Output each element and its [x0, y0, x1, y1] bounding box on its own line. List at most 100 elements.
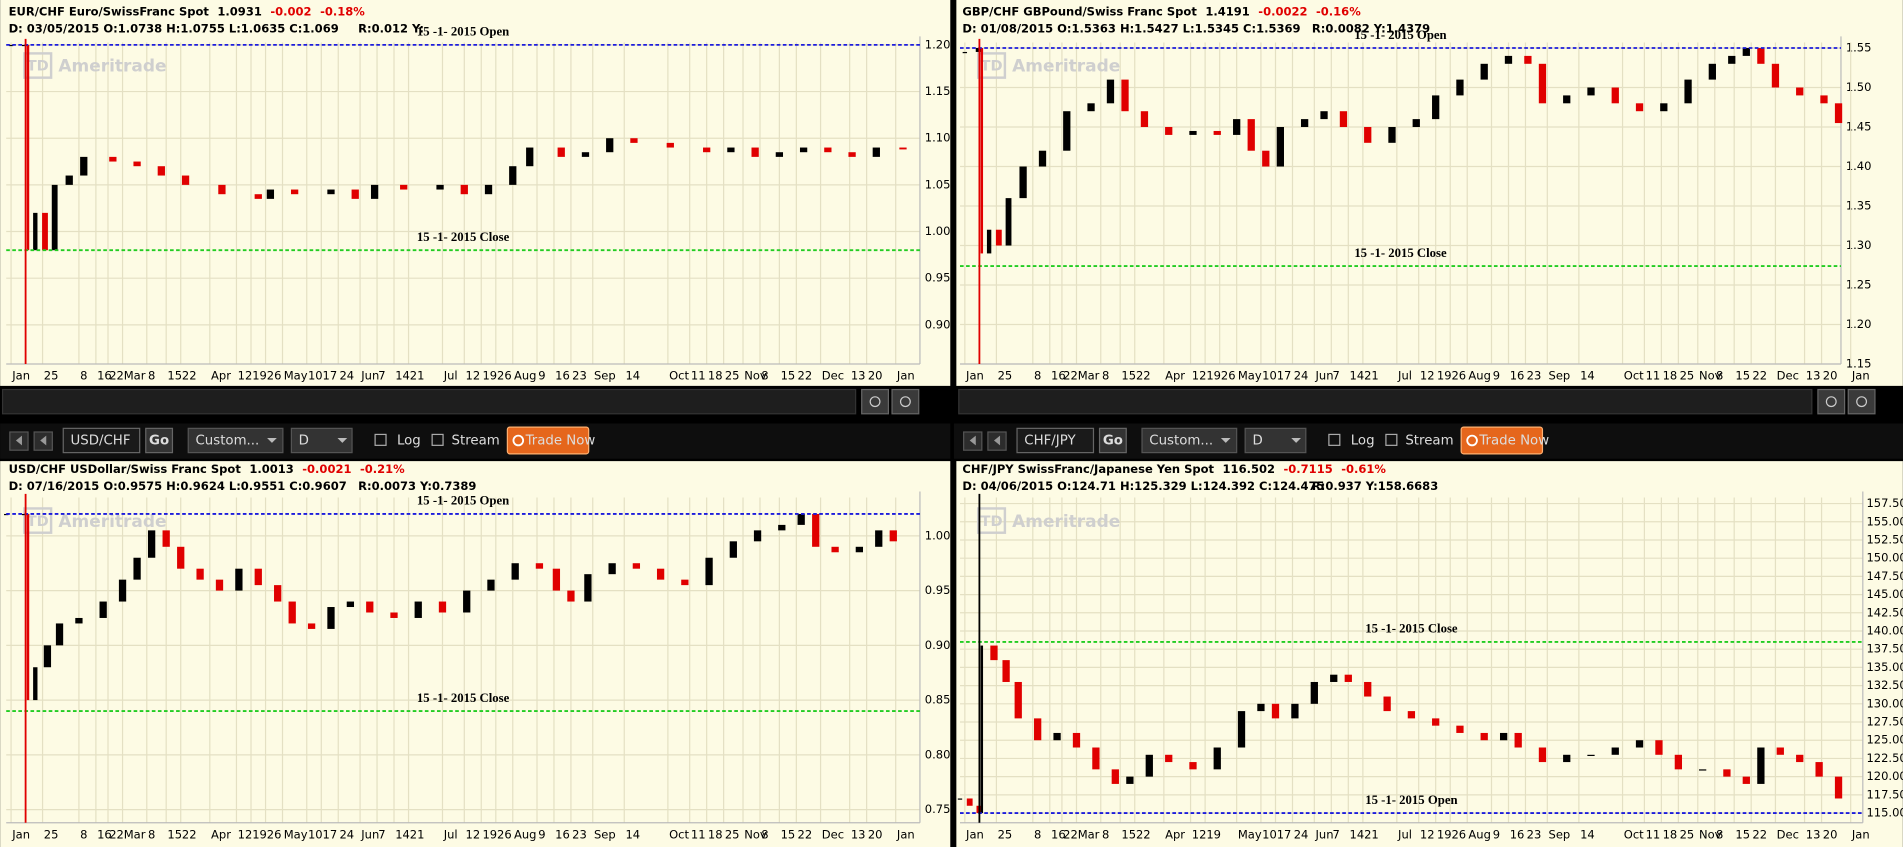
x-tick-label: May	[284, 827, 308, 841]
zoom-button[interactable]	[891, 388, 920, 415]
candle	[1834, 776, 1843, 799]
x-tick-label: 16	[555, 369, 570, 383]
candle	[26, 44, 30, 251]
candle	[1742, 776, 1750, 784]
x-tick-label: 9	[538, 827, 545, 841]
watermark: Ameritrade	[1012, 512, 1120, 532]
zoom-button[interactable]	[1847, 388, 1876, 415]
x-tick-label: 15	[781, 827, 796, 841]
candle	[1432, 718, 1440, 726]
candle	[33, 667, 38, 701]
range-dropdown[interactable]	[1141, 427, 1238, 454]
candle	[1053, 732, 1061, 741]
zoom-button[interactable]	[1817, 388, 1846, 415]
zoom-icon	[1825, 396, 1837, 408]
x-tick-label: 19	[482, 369, 497, 383]
candle	[1063, 111, 1071, 151]
x-tick-label: Jun	[1315, 369, 1334, 383]
candle	[215, 579, 224, 591]
stream-checkbox[interactable]	[1385, 433, 1398, 446]
x-tick-label: 19	[1437, 369, 1452, 383]
x-tick-label: 15	[1735, 369, 1750, 383]
x-tick-label: Mar	[1078, 369, 1100, 383]
x-tick-label: 12	[466, 369, 481, 383]
x-tick-label: Jul	[1397, 369, 1412, 383]
candle	[487, 579, 495, 591]
symbol-input[interactable]	[1016, 427, 1095, 454]
x-tick-label: 17	[1277, 369, 1292, 383]
log-checkbox[interactable]	[374, 433, 387, 446]
x-tick-label: 11	[1646, 369, 1661, 383]
candle	[1480, 63, 1488, 80]
y-tick-label: 150.00	[1866, 551, 1903, 565]
y-tick-label: 1.45	[1846, 120, 1872, 134]
x-tick-label: Aug	[1468, 369, 1490, 383]
stream-checkbox[interactable]	[431, 433, 444, 446]
header-last: 116.502	[1223, 462, 1275, 476]
candle	[436, 184, 444, 190]
candle	[855, 546, 863, 553]
candle	[875, 530, 883, 547]
level-label: 15 -1- 2015 Open	[1365, 793, 1457, 807]
candle	[1300, 119, 1309, 128]
candle	[65, 175, 73, 185]
x-tick-label: 11	[691, 827, 706, 841]
log-checkbox[interactable]	[1328, 433, 1341, 446]
level-label: 15 -1- 2015 Close	[417, 691, 510, 705]
y-tick-label: 1.20	[925, 37, 951, 51]
logo-box	[23, 52, 53, 79]
candle	[346, 601, 355, 608]
level-label: 15 -1- 2015 Close	[417, 230, 510, 244]
candle	[1145, 754, 1153, 777]
candle	[1072, 732, 1081, 748]
zoom-button[interactable]	[861, 388, 890, 415]
candle	[1189, 130, 1197, 135]
y-tick-label: 1.05	[925, 177, 951, 191]
candle	[1291, 703, 1299, 719]
candle	[1456, 79, 1464, 96]
x-tick-label: 8	[1716, 827, 1723, 841]
candle	[1796, 87, 1804, 96]
candle	[1388, 127, 1396, 143]
y-tick-label: 1.25	[1846, 278, 1872, 292]
logo: TD	[27, 58, 49, 75]
candle	[1126, 776, 1134, 784]
trade-button[interactable]	[1460, 426, 1544, 455]
header-change-pct: -0.21%	[360, 462, 405, 476]
x-tick-label: May	[1238, 369, 1262, 383]
candle	[1121, 79, 1129, 112]
x-tick-label: 11	[1646, 827, 1661, 841]
x-tick-label: 18	[1663, 827, 1678, 841]
candle	[753, 530, 762, 542]
range-dropdown[interactable]	[187, 427, 284, 454]
candle	[327, 189, 335, 195]
x-tick-label: 12	[466, 827, 481, 841]
chart-panel	[0, 461, 951, 847]
x-tick-label: 22	[1063, 827, 1078, 841]
x-tick-label: 11	[691, 369, 706, 383]
y-tick-label: 0.80	[925, 747, 951, 761]
x-tick-label: 8	[1034, 827, 1041, 841]
candle	[33, 212, 38, 251]
go-button[interactable]	[1098, 427, 1127, 454]
y-tick-label: 1.00	[925, 224, 951, 238]
y-tick-label: 0.75	[925, 802, 951, 816]
candle	[307, 623, 316, 629]
go-button[interactable]	[145, 427, 174, 454]
trade-button[interactable]	[506, 426, 590, 455]
candle	[1834, 103, 1843, 124]
candle	[1538, 747, 1547, 763]
x-tick-label: 15	[167, 369, 182, 383]
candle	[630, 138, 638, 143]
candle	[705, 557, 713, 586]
x-tick-label: 7	[1333, 827, 1340, 841]
y-tick-label: 140.00	[1866, 623, 1903, 637]
candle	[42, 212, 48, 251]
watermark: Ameritrade	[58, 57, 166, 77]
candle	[990, 645, 998, 661]
candle	[681, 579, 689, 586]
symbol-input[interactable]	[62, 427, 141, 454]
x-tick-label: 12	[1420, 827, 1435, 841]
trade-label: Trade Now	[525, 433, 596, 448]
candle	[775, 152, 784, 157]
